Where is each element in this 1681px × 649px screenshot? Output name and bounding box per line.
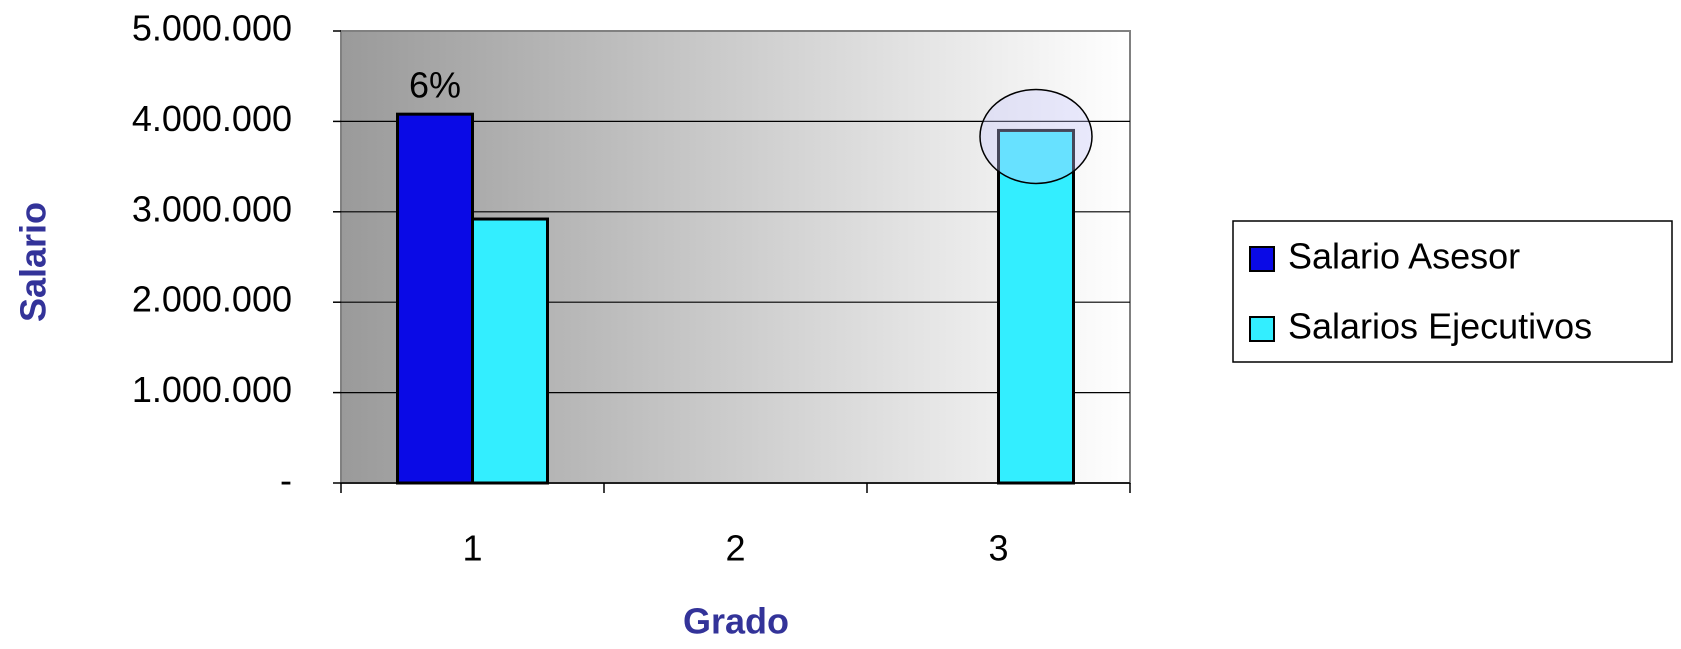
legend-swatch [1249,316,1275,342]
y-tick-label: 3.000.000 [132,188,292,229]
highlight-circle [979,88,1093,185]
y-tick-label: 2.000.000 [132,279,292,320]
y-tick-label: 5.000.000 [132,8,292,49]
legend-label: Salarios Ejecutivos [1288,306,1592,347]
annotation: 6% [409,65,461,106]
y-axis-title: Salario [13,202,54,322]
bar [396,112,474,485]
bar [471,217,549,485]
x-tick-label: 1 [462,528,482,569]
legend-swatch [1249,246,1275,272]
y-tick-label: - [280,460,292,501]
x-tick-label: 2 [725,528,745,569]
y-tick-label: 1.000.000 [132,369,292,410]
legend-label: Salario Asesor [1288,236,1520,277]
legend-box [1232,220,1673,363]
bar [997,128,1075,485]
y-tick-label: 4.000.000 [132,98,292,139]
x-axis-title: Grado [683,601,789,642]
x-tick-label: 3 [988,528,1008,569]
